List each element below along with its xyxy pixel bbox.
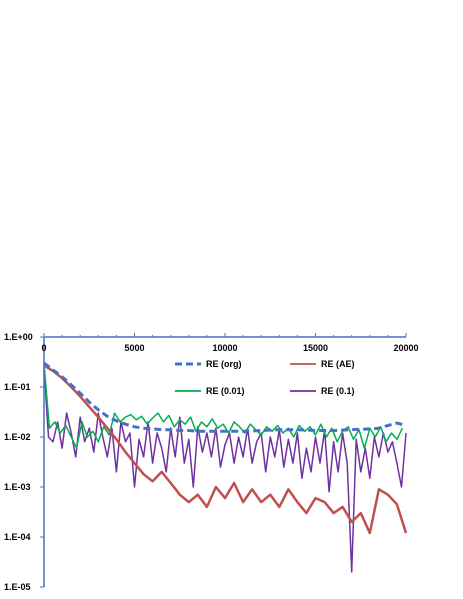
series-group — [43, 361, 408, 573]
series-line-re-0-01 — [43, 363, 404, 449]
legend-label-re-org: RE (org) — [206, 359, 242, 369]
x-tick-label: 5000 — [124, 343, 144, 353]
y-tick-label: 1.E+00 — [4, 332, 33, 342]
y-tick-label: 1.E-05 — [4, 582, 31, 592]
legend-label-re-ae: RE (AE) — [321, 359, 355, 369]
series-line-re-org — [43, 361, 407, 433]
y-tick-label: 1.E-04 — [4, 532, 31, 542]
x-tick-label: 10000 — [212, 343, 237, 353]
legend: RE (org) RE (AE) RE (0.01) RE (0.1) — [175, 359, 355, 396]
x-tick-label: 20000 — [393, 343, 418, 353]
y-tick-label: 1.E-01 — [4, 382, 31, 392]
legend-label-re-0-01: RE (0.01) — [206, 386, 245, 396]
x-tick-label: 15000 — [303, 343, 328, 353]
y-tick-label: 1.E-02 — [4, 432, 31, 442]
series-line-re-ae — [43, 364, 408, 535]
series-line-re-0-1 — [43, 367, 407, 573]
y-tick-label: 1.E-03 — [4, 482, 31, 492]
x-tick-label: 0 — [41, 343, 46, 353]
legend-label-re-0-1: RE (0.1) — [321, 386, 355, 396]
axes-group: 0 5000 10000 15000 20000 1.E+00 1.E-01 1.E-02 1.… — [4, 332, 419, 592]
